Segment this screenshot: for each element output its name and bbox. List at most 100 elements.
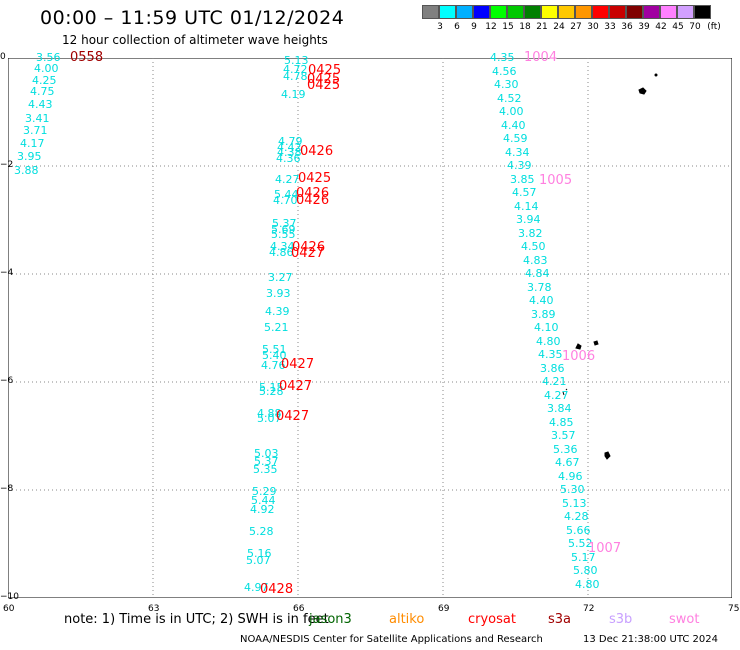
wave-height-value: 5.13 [284, 54, 309, 67]
colorbar-tick-label: 9 [471, 22, 477, 32]
wave-height-value: 3.95 [17, 150, 42, 163]
wave-height-value: 3.82 [518, 227, 543, 240]
wave-height-value: 5.17 [571, 551, 596, 564]
colorbar-tick-label: 42 [655, 22, 667, 32]
colorbar-swatch [575, 5, 592, 19]
wave-height-value: 5.35 [253, 463, 278, 476]
pass-time-label: 0428 [260, 582, 294, 597]
map-title: 00:00 – 11:59 UTC 01/12/2024 [40, 7, 345, 29]
longitude-label: 60 [3, 604, 15, 614]
pass-time-label: 0426 [296, 193, 330, 208]
wave-height-value: 4.10 [534, 321, 559, 334]
wave-height-value: 5.13 [562, 497, 587, 510]
longitude-label: 63 [148, 604, 160, 614]
colorbar-tick-label: 36 [621, 22, 633, 32]
wave-height-value: 3.57 [551, 429, 576, 442]
wave-height-value: 3.84 [547, 402, 572, 415]
colorbar-swatch [473, 5, 490, 19]
wave-height-value: 4.17 [20, 137, 45, 150]
satellite-legend-item: s3b [609, 612, 633, 627]
wave-height-value: 4.84 [525, 267, 550, 280]
wave-height-value: 4.96 [558, 470, 583, 483]
footer-credit: NOAA/NESDIS Center for Satellite Applica… [240, 634, 543, 645]
pass-time-label: 0426 [292, 240, 326, 255]
colorbar-tick-label: 27 [570, 22, 582, 32]
colorbar-tick-label: 12 [485, 22, 497, 32]
map-frame [8, 58, 732, 598]
wave-height-value: 4.80 [536, 335, 561, 348]
wave-height-value: 4.86 [269, 246, 294, 259]
pass-time-label: 0425 [307, 78, 341, 93]
colorbar-tick-label: 30 [587, 22, 599, 32]
longitude-label: 75 [728, 604, 740, 614]
satellite-legend-item: jason3 [309, 612, 352, 627]
colorbar-tick-label: (ft) [707, 22, 721, 32]
wave-height-value: 4.25 [32, 74, 57, 87]
pass-time-label: 0425 [308, 63, 342, 78]
colorbar-swatch [524, 5, 541, 19]
latitude-label: 0 [0, 52, 6, 62]
colorbar-tick-label: 15 [502, 22, 514, 32]
wave-height-value: 3.88 [14, 164, 39, 177]
wave-height-value: 5.03 [254, 447, 279, 460]
wave-height-value: 3.56 [36, 51, 61, 64]
longitude-label: 66 [293, 604, 305, 614]
wave-height-value: 4.40 [529, 294, 554, 307]
wave-height-value: 5.80 [573, 564, 598, 577]
wave-height-value: 3.89 [531, 308, 556, 321]
wave-height-value: 4.75 [30, 85, 55, 98]
wave-height-value: 5.21 [264, 321, 289, 334]
wave-height-value: 5.66 [566, 524, 591, 537]
latitude-label: −2 [0, 160, 14, 170]
wave-height-value: 4.92 [250, 503, 275, 516]
wave-height-value: 5.07 [257, 412, 282, 425]
colorbar-swatch [677, 5, 694, 19]
wave-height-value: 5.69 [271, 223, 296, 236]
pass-time-label: 0426 [300, 144, 334, 159]
longitude-label: 69 [438, 604, 450, 614]
colorbar-swatch [643, 5, 660, 19]
colorbar-tick-label: 24 [553, 22, 565, 32]
wave-height-value: 3.71 [23, 124, 48, 137]
wave-height-value: 4.59 [503, 132, 528, 145]
latitude-label: −4 [0, 268, 14, 278]
colorbar-swatch [507, 5, 524, 19]
colorbar-swatch [609, 5, 626, 19]
wave-height-value: 5.30 [560, 483, 585, 496]
wave-height-value: 4.39 [507, 159, 532, 172]
wave-height-value: 4.78 [283, 70, 308, 83]
longitude-label: 72 [583, 604, 595, 614]
satellite-legend-item: swot [669, 612, 700, 627]
wave-height-value: 3.78 [527, 281, 552, 294]
pass-time-label: 0427 [281, 357, 315, 372]
wave-height-value: 4.35 [538, 348, 563, 361]
wave-height-value: 4.38 [277, 146, 302, 159]
wave-height-value: 4.50 [521, 240, 546, 253]
wave-height-value: 4.70 [273, 194, 298, 207]
latitude-label: −8 [0, 484, 14, 494]
satellite-legend-item: s3a [548, 612, 572, 627]
wave-height-value: 5.07 [246, 554, 271, 567]
wave-height-value: 5.51 [262, 343, 287, 356]
wave-height-value: 4.56 [492, 65, 517, 78]
wave-height-value: 4.27 [275, 173, 300, 186]
wave-height-value: 5.36 [553, 443, 578, 456]
wave-height-value: 4.40 [501, 119, 526, 132]
wave-height-value: 4.80 [575, 578, 600, 591]
wave-height-value: 4.83 [523, 254, 548, 267]
colorbar-swatch [558, 5, 575, 19]
wave-height-value: 4.35 [490, 51, 515, 64]
latitude-label: −6 [0, 376, 14, 386]
wave-height-value: 4.42 [277, 141, 302, 154]
colorbar-swatch [490, 5, 507, 19]
pass-time-label: 0425 [298, 171, 332, 186]
wave-height-value: 3.85 [510, 173, 535, 186]
pass-time-label: 0558 [70, 50, 104, 65]
wave-height-value: 4.14 [514, 200, 539, 213]
wave-height-value: 5.37 [272, 217, 297, 230]
wave-height-value: 5.52 [568, 537, 593, 550]
wave-height-value: 4.27 [544, 389, 569, 402]
wave-height-value: 4.00 [499, 105, 524, 118]
pass-time-label: 0427 [279, 379, 313, 394]
colorbar-swatch [541, 5, 558, 19]
